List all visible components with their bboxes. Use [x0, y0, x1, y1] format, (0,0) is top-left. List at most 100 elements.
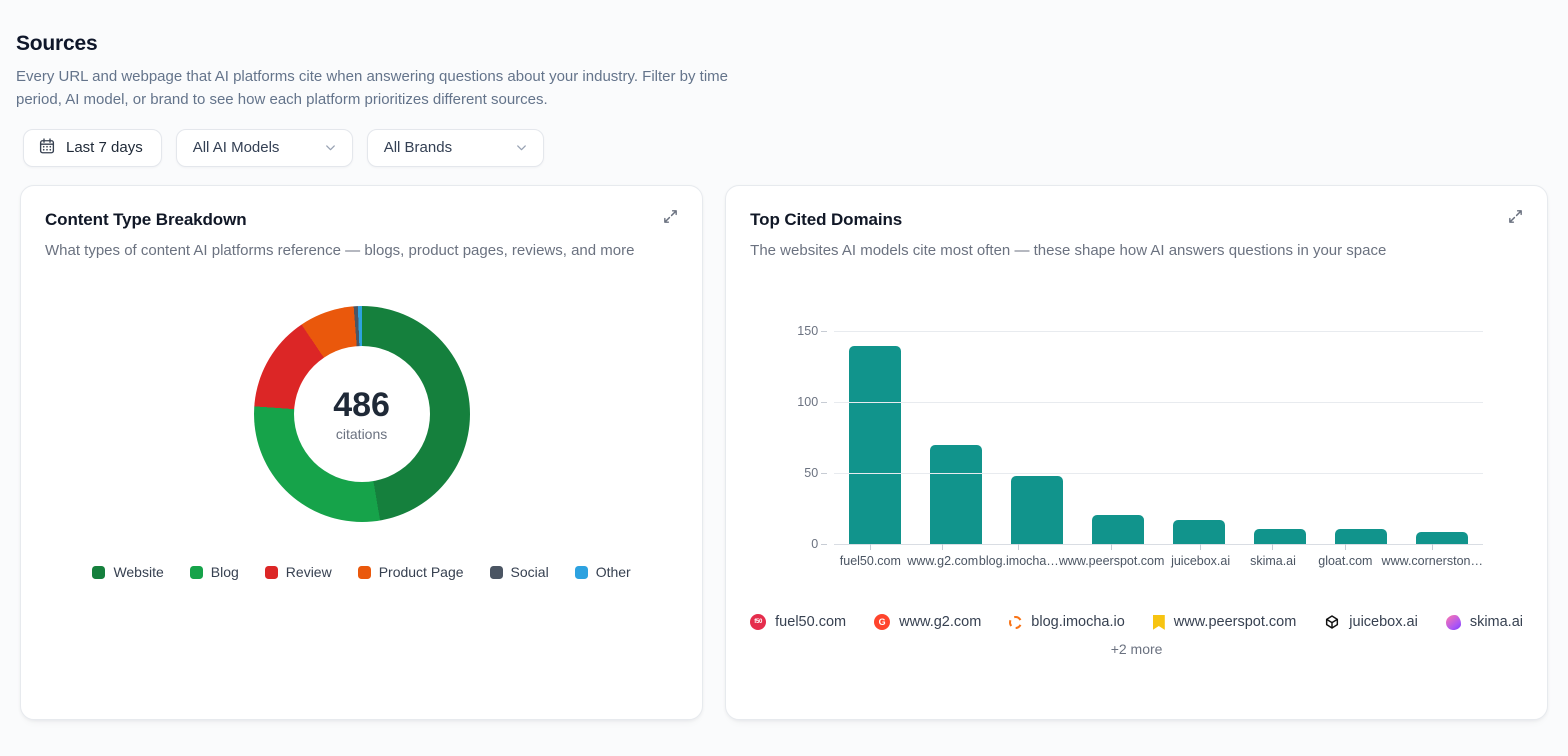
content-type-donut-chart: 486 citations [253, 306, 470, 523]
expand-button[interactable] [1501, 204, 1529, 232]
legend-swatch [489, 565, 503, 579]
bar-www.peerspot.com [1092, 514, 1145, 545]
domain-label: juicebox.ai [1349, 614, 1418, 631]
peerspot-favicon [1152, 614, 1165, 630]
legend-swatch [189, 565, 203, 579]
donut-center: 486 citations [293, 346, 430, 483]
top-domains-bar-chart: fuel50.com www.g2.com blog.imocha… www.peer… [770, 318, 1483, 580]
calendar-icon [38, 137, 56, 159]
donut-chart-wrap: 486 citations [45, 306, 678, 523]
gridline [834, 544, 1483, 546]
y-axis-tick-label: 50 [804, 466, 819, 481]
x-axis-tick-label: www.cornerston… [1381, 554, 1483, 569]
page-header: Sources Every URL and webpage that AI pl… [0, 0, 1568, 112]
bar-slot [1159, 331, 1240, 545]
skima-favicon [1445, 614, 1461, 630]
brand-select-value: All Brands [383, 139, 453, 157]
legend-item-product-page: Product Page [357, 564, 464, 581]
domain-label: blog.imocha.io [1031, 614, 1125, 631]
brand-select[interactable]: All Brands [366, 128, 544, 167]
x-axis-tick [1111, 544, 1113, 551]
bar-blog.imocha… [1010, 476, 1063, 545]
fuel50-favicon: f50 [750, 614, 767, 631]
x-axis-tick-label: fuel50.com [839, 554, 901, 569]
x-axis-tick [942, 544, 944, 551]
legend-item-other: Other [574, 564, 631, 581]
legend-label: Review [285, 564, 332, 581]
cards-row: Content Type Breakdown What types of con… [20, 184, 1548, 720]
x-axis-category: juicebox.ai [1164, 544, 1236, 568]
x-axis-tick-label: blog.imocha… [978, 554, 1059, 569]
top-cited-domains-card: Top Cited Domains The websites AI models… [725, 184, 1548, 720]
bar-skima.ai [1254, 528, 1307, 545]
page-title: Sources [16, 32, 98, 55]
legend-label: Social [510, 564, 549, 581]
legend-swatch [264, 565, 278, 579]
ai-model-select[interactable]: All AI Models [175, 128, 353, 167]
legend-swatch [357, 565, 371, 579]
x-axis-tick [1344, 544, 1346, 551]
more-domains-button[interactable]: +2 more [1110, 641, 1163, 658]
domain-item-skima.ai: skima.ai [1445, 614, 1523, 630]
x-axis-category: gloat.com [1309, 544, 1381, 568]
domain-item-www.peerspot.com: www.peerspot.com [1152, 614, 1297, 631]
x-axis-category: www.peerspot.com [1059, 544, 1164, 568]
legend-item-review: Review [264, 564, 332, 581]
expand-icon [662, 208, 679, 228]
y-axis-tick-label: 0 [811, 537, 819, 552]
bar-gloat.com [1335, 528, 1388, 545]
y-axis-tick [821, 473, 828, 475]
domain-label: www.peerspot.com [1173, 614, 1297, 631]
content-type-breakdown-card: Content Type Breakdown What types of con… [20, 184, 704, 720]
imocha-favicon [1009, 615, 1023, 629]
x-axis-tick [1272, 544, 1274, 551]
ai-model-select-value: All AI Models [192, 139, 280, 157]
citations-total: 486 [333, 386, 390, 425]
card-title: Content Type Breakdown [45, 209, 247, 229]
x-axis-tick-label: skima.ai [1250, 554, 1296, 569]
filter-bar: Last 7 days All AI Models All Brands [23, 128, 1568, 167]
content-type-legend: Website Blog Review Product Page Social Other [45, 564, 678, 580]
gridline [834, 402, 1483, 404]
legend-item-social: Social [489, 564, 549, 581]
bar-slot [915, 331, 996, 545]
domain-item-blog.imocha.io: blog.imocha.io [1009, 614, 1125, 630]
page-description: Every URL and webpage that AI platforms … [16, 68, 729, 108]
bar-slot [996, 331, 1077, 545]
legend-item-website: Website [92, 564, 164, 581]
domain-item-fuel50.com: f50 fuel50.com [750, 614, 846, 631]
y-axis-tick [821, 402, 828, 404]
y-axis-tick-label: 150 [797, 324, 819, 339]
x-axis-category: fuel50.com [834, 544, 906, 568]
bar-chart-plot-area [834, 331, 1483, 546]
bar-fuel50.com [848, 345, 901, 545]
x-axis-tick-label: gloat.com [1318, 554, 1373, 569]
legend-label: Website [113, 564, 164, 581]
legend-label: Other [595, 564, 631, 581]
x-axis-category: blog.imocha… [979, 544, 1059, 568]
legend-swatch [574, 565, 588, 579]
card-subtitle: What types of content AI platforms refer… [45, 241, 635, 259]
bar-www.g2.com [929, 444, 982, 545]
x-axis-tick [1200, 544, 1202, 551]
expand-button[interactable] [656, 204, 684, 232]
y-axis-tick [821, 544, 828, 546]
legend-label: Product Page [378, 564, 464, 581]
x-axis-category: www.g2.com [907, 544, 979, 568]
date-range-button[interactable]: Last 7 days [23, 128, 162, 167]
x-axis-tick-label: www.g2.com [907, 554, 979, 569]
card-subtitle: The websites AI models cite most often —… [750, 241, 1387, 259]
x-axis-category: www.cornerston… [1382, 544, 1483, 568]
x-axis-tick [1018, 544, 1020, 551]
date-range-label: Last 7 days [66, 139, 143, 157]
expand-icon [1507, 208, 1524, 228]
gridline [834, 473, 1483, 475]
bar-slot [1321, 331, 1402, 545]
juicebox-favicon [1324, 614, 1340, 630]
chevron-down-icon [323, 140, 338, 155]
x-axis-tick [1431, 544, 1433, 551]
card-title: Top Cited Domains [750, 209, 903, 229]
bar-slot [1402, 331, 1483, 545]
x-axis-tick-label: juicebox.ai [1171, 554, 1231, 569]
